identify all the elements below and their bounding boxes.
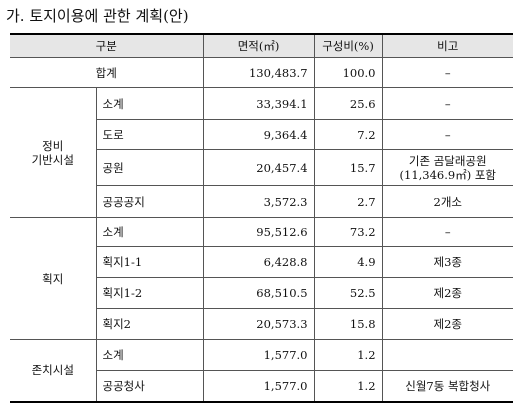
group-name-infra: 정비 기반시설 bbox=[10, 87, 97, 218]
group-name-retained: 존치시설 bbox=[10, 339, 97, 402]
row-ratio: 52.5 bbox=[313, 277, 383, 309]
row-label: 획지1-2 bbox=[96, 277, 204, 309]
group-name-line: 기반시설 bbox=[31, 152, 74, 167]
row-ratio: 7.2 bbox=[313, 119, 383, 150]
table-row: 정비 기반시설 소계 33,394.1 25.6 – bbox=[10, 87, 514, 218]
row-note: – bbox=[381, 217, 514, 247]
row-area: 9,364.4 bbox=[202, 119, 315, 150]
row-label: 공공청사 bbox=[96, 370, 204, 402]
total-row: 합계 130,483.7 100.0 – bbox=[10, 57, 514, 88]
row-area: 6,428.8 bbox=[202, 246, 315, 278]
row-area: 95,512.6 bbox=[202, 217, 315, 247]
table-row: 획지 소계 95,512.6 73.2 – bbox=[10, 217, 514, 340]
row-area: 3,572.3 bbox=[202, 185, 315, 218]
header-category: 구분 bbox=[10, 33, 204, 58]
row-ratio: 25.6 bbox=[313, 87, 383, 120]
row-note: – bbox=[381, 119, 514, 150]
table-row: 획지1-2 68,510.5 52.5 제2종 bbox=[10, 277, 514, 309]
row-ratio: 1.2 bbox=[313, 339, 383, 371]
row-label: 소계 bbox=[95, 339, 204, 371]
row-ratio: 15.7 bbox=[313, 149, 383, 186]
land-use-table: 구분 면적(㎡) 구성비(%) 비고 합계 130,483.7 100.0 – … bbox=[10, 33, 514, 403]
table-header-row: 구분 면적(㎡) 구성비(%) 비고 bbox=[10, 33, 514, 58]
total-area: 130,483.7 bbox=[202, 57, 315, 88]
row-label: 획지2 bbox=[96, 308, 204, 340]
table-row: 공공청사 1,577.0 1.2 신월7동 복합청사 bbox=[10, 370, 514, 402]
row-note: 제2종 bbox=[381, 277, 514, 309]
row-ratio: 4.9 bbox=[313, 246, 383, 278]
total-ratio: 100.0 bbox=[313, 57, 383, 88]
row-label: 소계 bbox=[95, 87, 204, 120]
note-line: 기존 곰달래공원 bbox=[408, 153, 487, 168]
note-line: (11,346.9㎡) 포함 bbox=[399, 167, 497, 182]
row-label: 공공공지 bbox=[96, 185, 204, 218]
row-label: 소계 bbox=[95, 217, 204, 247]
row-note: 2개소 bbox=[381, 185, 514, 218]
row-note: 제3종 bbox=[381, 246, 514, 278]
row-note: – bbox=[381, 87, 514, 120]
row-area: 1,577.0 bbox=[202, 370, 315, 402]
row-label: 공원 bbox=[96, 149, 204, 186]
page-title: 가. 토지이용에 관한 계획(안) bbox=[6, 7, 189, 25]
row-area: 20,573.3 bbox=[202, 308, 315, 340]
row-note: 제2종 bbox=[381, 308, 514, 340]
row-area: 68,510.5 bbox=[202, 277, 315, 309]
row-area: 20,457.4 bbox=[202, 149, 315, 186]
row-ratio: 2.7 bbox=[313, 185, 383, 218]
row-note: 신월7동 복합청사 bbox=[381, 370, 514, 402]
header-note: 비고 bbox=[381, 33, 514, 58]
table-row: 존치시설 소계 1,577.0 1.2 bbox=[10, 339, 514, 402]
table-row: 공공공지 3,572.3 2.7 2개소 bbox=[10, 185, 514, 218]
total-label: 합계 bbox=[10, 57, 204, 88]
table-row: 획지1-1 6,428.8 4.9 제3종 bbox=[10, 246, 514, 278]
row-note bbox=[381, 339, 514, 371]
row-label: 도로 bbox=[96, 119, 204, 150]
group-name-lots: 획지 bbox=[10, 217, 97, 340]
header-area: 면적(㎡) bbox=[202, 33, 315, 58]
total-note: – bbox=[381, 57, 514, 88]
row-ratio: 73.2 bbox=[313, 217, 383, 247]
group-name-line: 정비 bbox=[42, 138, 64, 153]
header-ratio: 구성비(%) bbox=[313, 33, 383, 58]
row-area: 1,577.0 bbox=[202, 339, 315, 371]
row-ratio: 15.8 bbox=[313, 308, 383, 340]
row-note: 기존 곰달래공원 (11,346.9㎡) 포함 bbox=[381, 149, 514, 186]
row-label: 획지1-1 bbox=[96, 246, 204, 278]
row-ratio: 1.2 bbox=[313, 370, 383, 402]
row-area: 33,394.1 bbox=[202, 87, 315, 120]
